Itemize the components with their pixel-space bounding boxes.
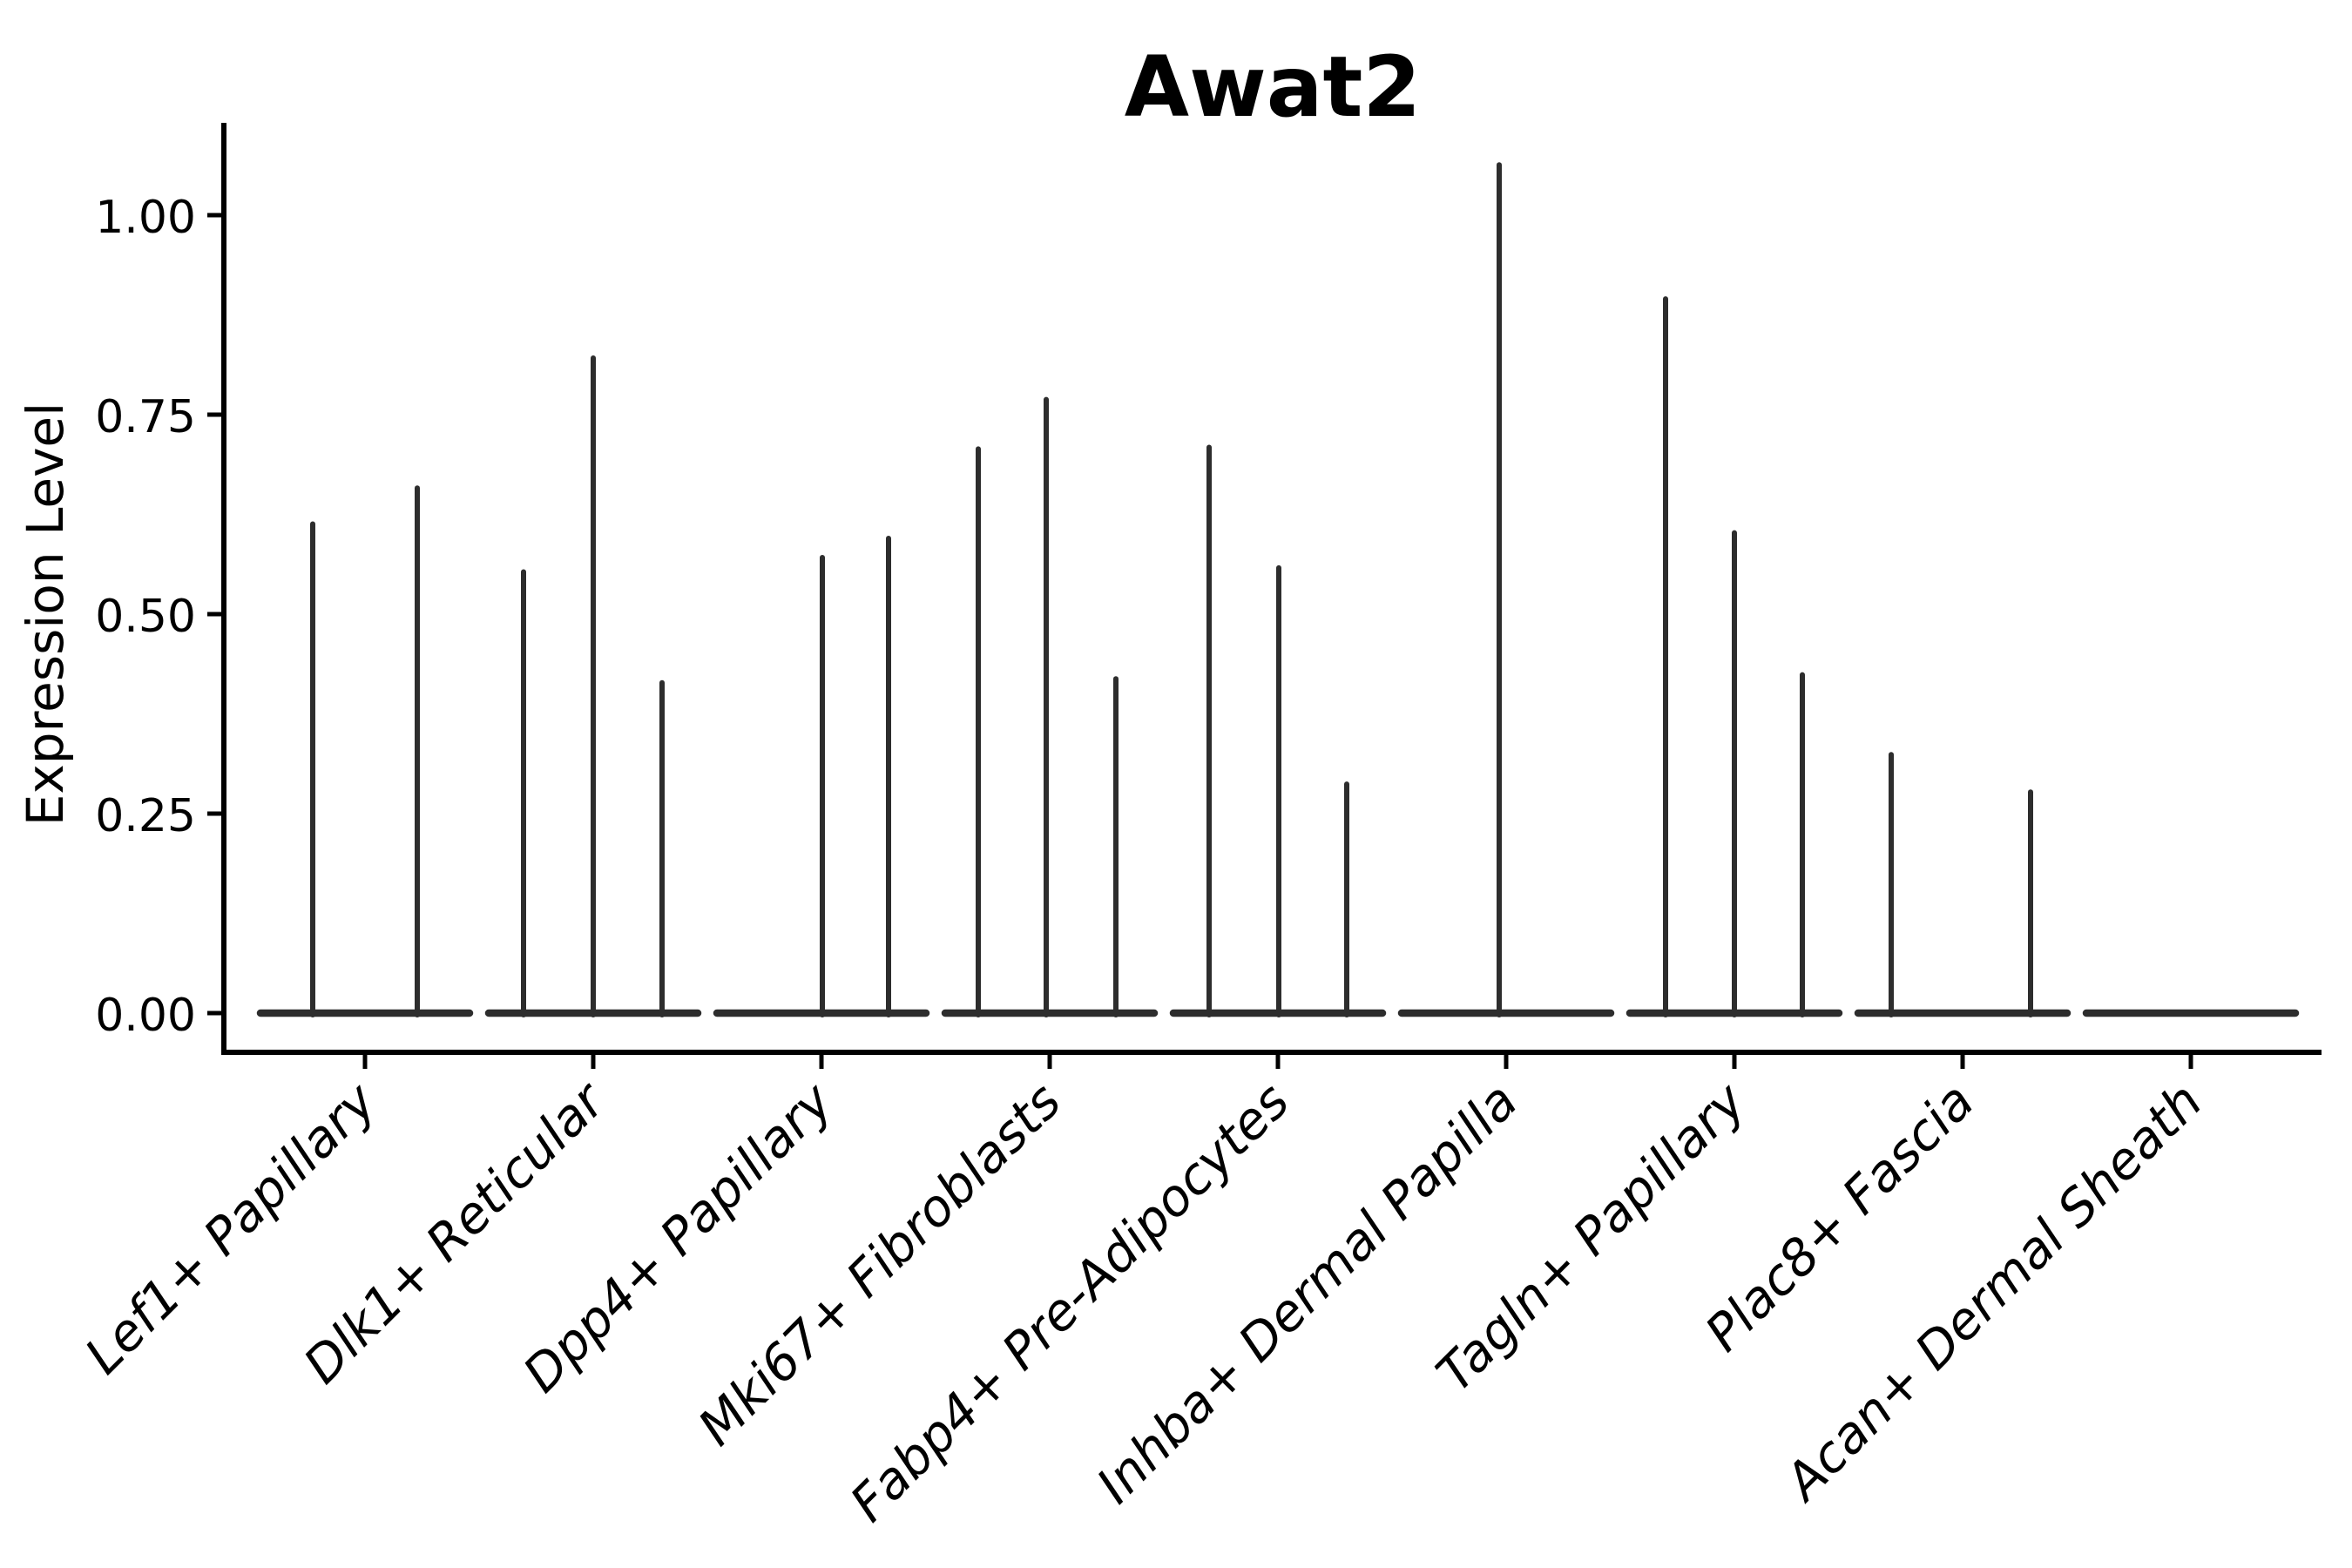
x-category-label: Inhba+ Dermal Papilla: [1085, 1071, 1529, 1515]
violin-2: [713, 535, 930, 1017]
violin-7: [1854, 752, 2072, 1017]
violin-1: [484, 355, 702, 1017]
y-tick-label: 0.00: [95, 990, 196, 1042]
y-tick-label: 0.75: [95, 391, 196, 443]
violin-3: [941, 396, 1159, 1017]
violin-5: [1397, 162, 1615, 1017]
violin-4: [1169, 444, 1387, 1017]
y-tick-label: 0.50: [95, 591, 196, 643]
y-axis-label: Expression Level: [16, 402, 75, 826]
x-category-label: Acan+ Dermal Sheath: [1771, 1071, 2213, 1514]
y-tick-label: 0.25: [95, 790, 196, 842]
violin-6: [1625, 296, 1843, 1017]
violin-0: [256, 485, 474, 1017]
x-category-label: Fabp4+ Pre-Adipocytes: [839, 1071, 1301, 1533]
plot-title: Awat2: [1125, 38, 1421, 136]
y-tick-label: 1.00: [95, 192, 196, 244]
